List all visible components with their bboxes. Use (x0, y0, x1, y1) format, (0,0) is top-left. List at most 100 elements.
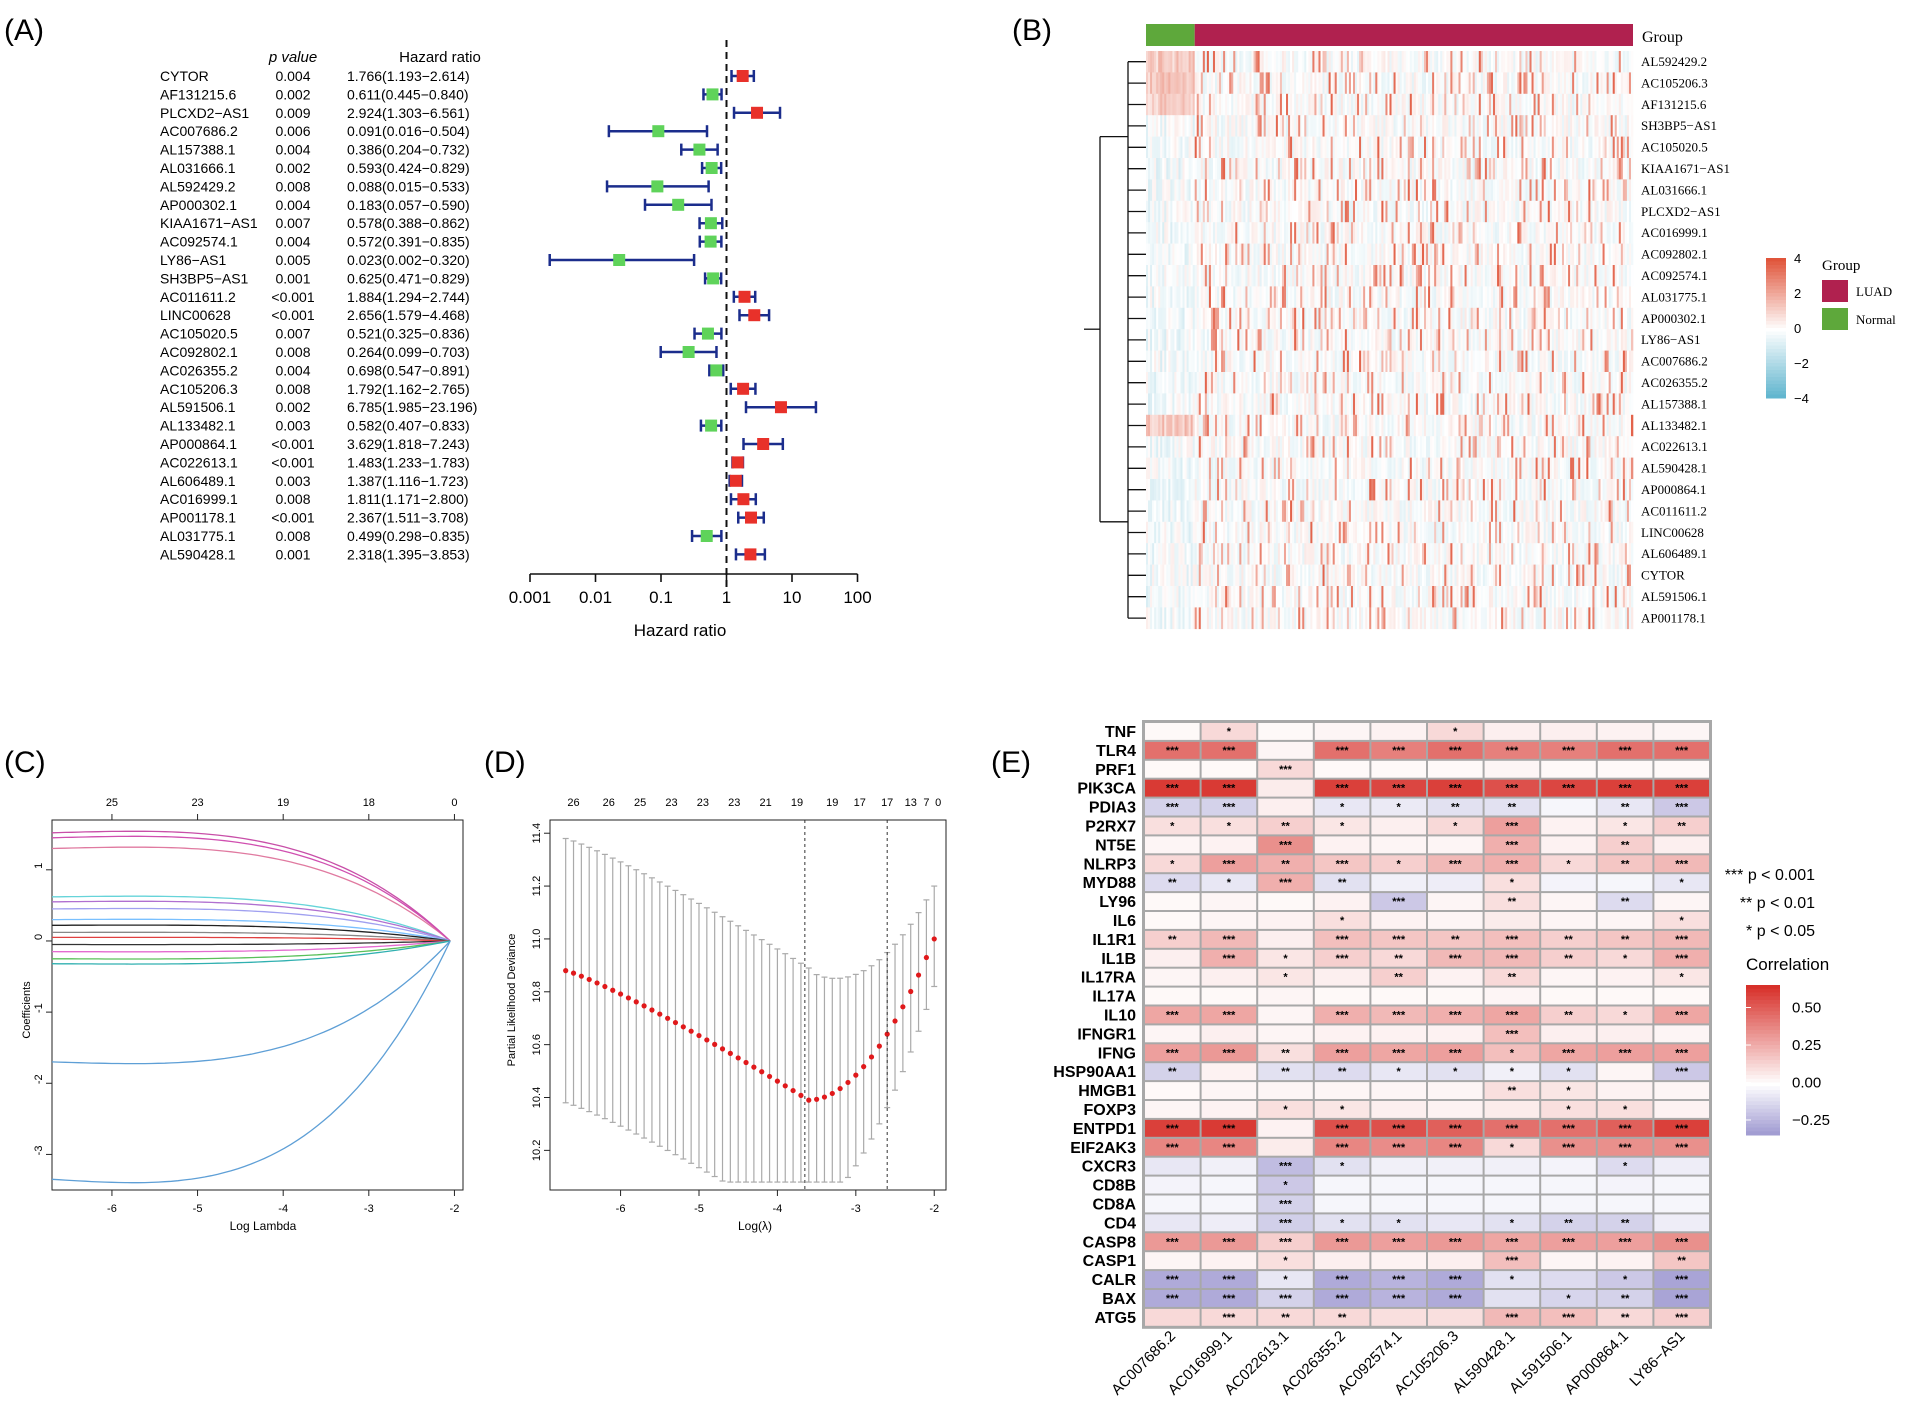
heatmap-cell (1344, 457, 1348, 480)
pvalue-label: 0.009 (275, 105, 310, 121)
heatmap-cell (1442, 72, 1445, 95)
heatmap-cell (1298, 414, 1301, 437)
heatmap-cell (1164, 179, 1167, 202)
heatmap-cell (1442, 222, 1445, 244)
heatmap-cell (1492, 414, 1496, 437)
heatmap-cell (1146, 436, 1149, 458)
heatmap-cell (1614, 200, 1618, 223)
heatmap-cell (1403, 457, 1407, 480)
heatmap-cell (1454, 222, 1457, 244)
heatmap-cell (1572, 93, 1575, 116)
heatmap-cell (1267, 265, 1271, 287)
heatmap-cell (1456, 243, 1459, 266)
x-tick-label: 10 (783, 588, 802, 607)
heatmap-cell (1590, 307, 1593, 330)
heatmap-cell (1434, 115, 1437, 137)
heatmap-cell (1497, 457, 1500, 480)
heatmap-cell (1176, 286, 1179, 309)
heatmap-cell (1334, 436, 1338, 458)
heatmap-cell (1365, 136, 1368, 159)
heatmap-cell (1596, 158, 1599, 180)
heatmap-cell (1166, 414, 1169, 437)
heatmap-cell (1381, 93, 1384, 116)
heatmap-cell (1415, 93, 1419, 116)
heatmap-cell (1166, 158, 1169, 180)
heatmap-cell (1210, 307, 1214, 330)
heatmap-cell (1375, 222, 1378, 244)
heatmap-cell (1373, 350, 1376, 373)
heatmap-cell (1304, 393, 1307, 416)
heatmap-cell (1559, 436, 1563, 458)
heatmap-cell (1184, 136, 1187, 159)
heatmap-cell (1405, 200, 1409, 223)
heatmap-cell (1320, 457, 1323, 480)
heatmap-cell (1543, 329, 1547, 351)
heatmap-cell (1162, 307, 1165, 330)
heatmap-cell (1480, 307, 1484, 330)
heatmap-cell (1292, 457, 1295, 480)
heatmap-cell (1592, 200, 1595, 223)
heatmap-cell (1628, 200, 1632, 223)
heatmap-cell (1385, 329, 1388, 351)
heatmap-cell (1525, 393, 1528, 416)
heatmap-cell (1231, 286, 1234, 309)
heatmap-cell (1511, 115, 1514, 137)
heatmap-cell (1273, 372, 1277, 394)
heatmap-cell (1188, 158, 1191, 180)
heatmap-cell (1395, 265, 1398, 287)
heatmap-cell (1385, 222, 1388, 244)
heatmap-cell (1294, 286, 1297, 309)
heatmap-cell (1515, 436, 1518, 458)
heatmap-cell (1486, 350, 1490, 373)
heatmap-cell (1348, 158, 1352, 180)
heatmap-cell (1269, 115, 1273, 137)
heatmap-cell (1426, 93, 1429, 116)
heatmap-cell (1628, 414, 1632, 437)
heatmap-cell (1225, 265, 1228, 287)
heatmap-cell (1618, 222, 1622, 244)
heatmap-cell (1186, 329, 1189, 351)
heatmap-cell (1198, 222, 1202, 244)
heatmap-cell (1221, 179, 1224, 202)
heatmap-cell (1355, 51, 1358, 73)
heatmap-cell (1308, 350, 1311, 373)
heatmap-cell (1265, 179, 1269, 202)
heatmap-cell (1229, 72, 1232, 95)
heatmap-cell (1490, 329, 1494, 351)
heatmap-cell (1338, 457, 1342, 480)
heatmap-cell (1409, 136, 1413, 159)
heatmap-cell (1535, 307, 1538, 330)
heatmap-cell (1628, 136, 1632, 159)
heatmap-cell (1421, 51, 1425, 73)
heatmap-cell (1243, 93, 1246, 116)
heatmap-cell (1503, 222, 1506, 244)
heatmap-cell (1509, 286, 1512, 309)
heatmap-cell (1620, 115, 1624, 137)
heatmap-cell (1170, 457, 1173, 480)
heatmap-cell (1509, 72, 1512, 95)
heatmap-cell (1332, 243, 1336, 266)
heatmap-cell (1620, 158, 1624, 180)
heatmap-cell (1273, 350, 1277, 373)
heatmap-cell (1255, 72, 1258, 95)
heatmap-cell (1484, 414, 1488, 437)
heatmap-cell (1198, 329, 1202, 351)
heatmap-cell (1237, 414, 1240, 437)
heatmap-cell (1283, 51, 1287, 73)
heatmap-cell (1541, 158, 1545, 180)
heatmap-cell (1454, 414, 1457, 437)
heatmap-cell (1241, 136, 1244, 159)
heatmap-cell (1314, 329, 1317, 351)
heatmap-cell (1312, 372, 1315, 394)
heatmap-cell (1336, 93, 1340, 116)
heatmap-cell (1344, 350, 1348, 373)
heatmap-cell (1391, 350, 1394, 373)
heatmap-cell (1604, 179, 1607, 202)
heatmap-cell (1440, 243, 1443, 266)
heatmap-cell (1417, 158, 1421, 180)
heatmap-cell (1533, 350, 1536, 373)
heatmap-cell (1444, 93, 1447, 116)
heatmap-cell (1188, 329, 1191, 351)
heatmap-cell (1208, 414, 1212, 437)
heatmap-cell (1381, 51, 1384, 73)
